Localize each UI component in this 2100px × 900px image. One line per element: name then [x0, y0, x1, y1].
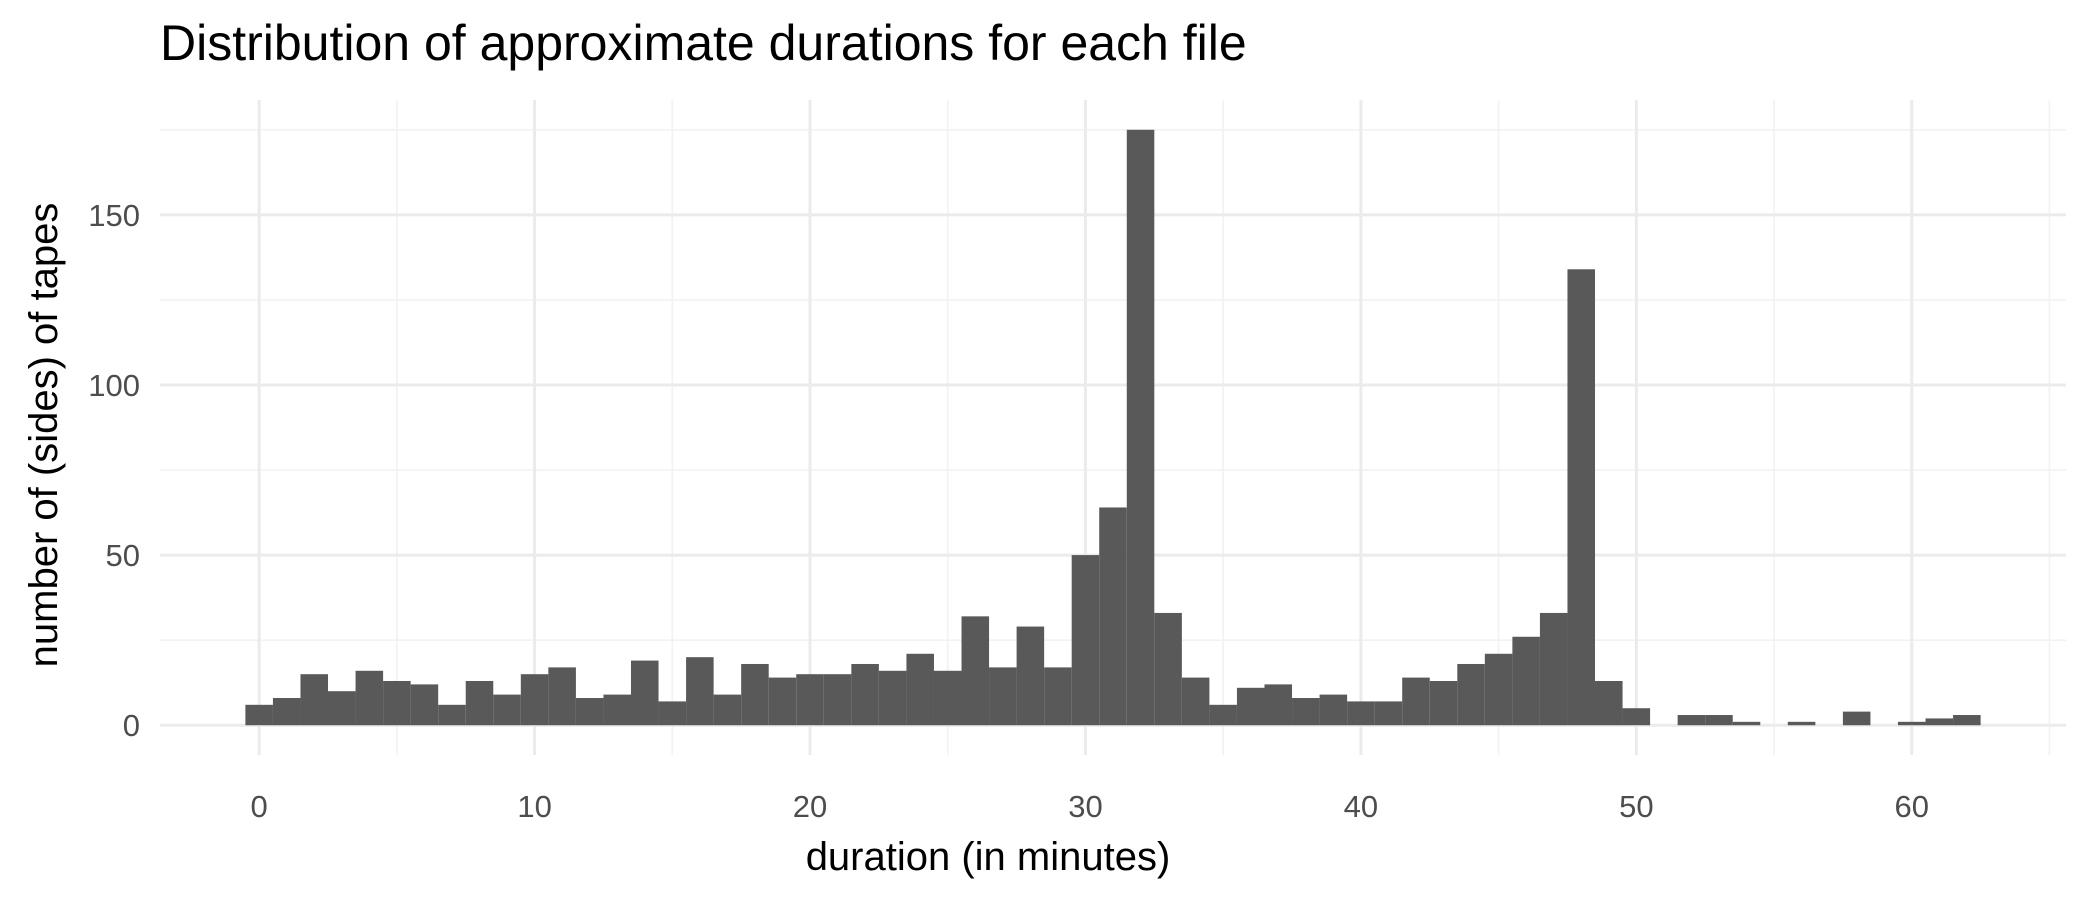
y-tick-label: 0 — [123, 708, 140, 743]
histogram-bar — [1236, 687, 1265, 726]
histogram-bar — [1953, 715, 1981, 726]
histogram-bar — [1842, 711, 1871, 726]
histogram-bar — [823, 674, 852, 726]
histogram-bar — [1044, 667, 1072, 726]
histogram-bar — [1429, 680, 1458, 726]
histogram-bar — [1347, 701, 1375, 726]
histogram-bar — [575, 698, 604, 726]
histogram-bar — [465, 680, 494, 726]
histogram-bar — [328, 691, 356, 726]
histogram-bar — [1374, 701, 1403, 726]
y-axis-label: number of (sides) of tapes — [22, 203, 66, 668]
histogram-bar — [1402, 677, 1430, 726]
histogram-bar — [630, 660, 659, 726]
histogram-bar — [1154, 612, 1182, 726]
histogram-bar — [1209, 704, 1237, 726]
histogram-bar — [493, 694, 521, 726]
histogram-bar — [1567, 269, 1596, 726]
histogram-bar — [1897, 721, 1926, 726]
x-tick-label: 30 — [1068, 789, 1102, 824]
histogram-bar — [1705, 715, 1733, 726]
x-axis-label: duration (in minutes) — [806, 835, 1171, 879]
y-axis-ticks: 0 50 100 150 — [88, 198, 140, 743]
histogram-bar — [961, 616, 990, 726]
histogram-bar — [355, 670, 384, 726]
histogram-bar — [906, 653, 934, 726]
histogram-bar — [1595, 680, 1623, 726]
histogram-bar — [851, 663, 879, 726]
histogram-bar — [272, 698, 301, 726]
histogram-bar — [603, 694, 631, 726]
histogram-bar — [1264, 684, 1293, 726]
histogram-bar — [1181, 677, 1210, 726]
histogram-bar — [1512, 636, 1540, 726]
histogram-bar — [1319, 694, 1348, 726]
histogram-bar — [1071, 555, 1100, 726]
histogram-bar — [1126, 129, 1155, 726]
x-tick-label: 10 — [517, 789, 551, 824]
y-tick-label: 50 — [106, 538, 140, 573]
histogram-bar — [1677, 715, 1706, 726]
histogram-bar — [438, 704, 466, 726]
histogram-bar — [933, 670, 962, 726]
histogram-bar — [1099, 507, 1127, 726]
y-tick-label: 150 — [88, 198, 140, 233]
x-tick-label: 0 — [251, 789, 268, 824]
bars — [245, 129, 1981, 726]
x-axis-ticks: 0 10 20 30 40 50 60 — [251, 789, 1929, 824]
histogram-bar — [1484, 653, 1513, 726]
histogram-bar — [768, 677, 797, 726]
histogram-bar — [410, 684, 439, 726]
histogram-bar — [1292, 698, 1320, 726]
histogram-bar — [796, 674, 824, 726]
x-tick-label: 50 — [1619, 789, 1653, 824]
histogram-bar — [548, 667, 576, 726]
histogram-bar — [1925, 718, 1954, 726]
histogram-bar — [1622, 708, 1651, 726]
x-tick-label: 40 — [1344, 789, 1378, 824]
histogram-bar — [383, 680, 411, 726]
histogram-bar — [741, 663, 769, 726]
chart-title: Distribution of approximate durations fo… — [160, 15, 1247, 71]
x-tick-label: 60 — [1895, 789, 1929, 824]
histogram-bar — [1457, 663, 1485, 726]
y-tick-label: 100 — [88, 368, 140, 403]
histogram-bar — [686, 657, 714, 726]
histogram-bar — [1016, 626, 1045, 726]
histogram-bar — [1539, 612, 1568, 726]
histogram-bar — [989, 667, 1017, 726]
histogram-bar — [300, 674, 329, 726]
histogram-bar — [1787, 721, 1816, 726]
histogram-bar — [713, 694, 742, 726]
histogram-bar — [520, 674, 549, 726]
x-tick-label: 20 — [793, 789, 827, 824]
histogram-bar — [878, 670, 907, 726]
histogram-bar — [1732, 721, 1761, 726]
histogram-bar — [658, 701, 687, 726]
histogram-bar — [245, 704, 273, 726]
